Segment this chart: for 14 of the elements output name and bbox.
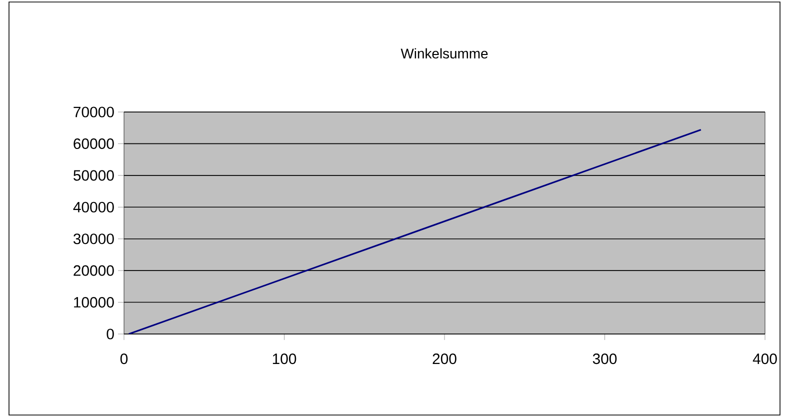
y-tick-label: 40000 bbox=[73, 202, 114, 212]
chart-title: Winkelsumme bbox=[400, 48, 488, 59]
x-tick-label: 400 bbox=[752, 354, 777, 364]
y-tick-label: 30000 bbox=[73, 234, 114, 244]
y-tick-label: 10000 bbox=[74, 296, 114, 308]
x-tick-label: 0 bbox=[120, 354, 128, 364]
x-tick-label: 200 bbox=[432, 354, 456, 364]
x-tick-label: 300 bbox=[592, 354, 617, 364]
y-tick-label: 0 bbox=[106, 328, 114, 340]
y-tick-label: 70000 bbox=[74, 106, 114, 118]
y-tick-label: 60000 bbox=[74, 138, 114, 149]
x-tick-label: 100 bbox=[272, 354, 296, 364]
y-tick-label: 50000 bbox=[74, 170, 114, 181]
y-tick-label: 20000 bbox=[74, 265, 114, 276]
